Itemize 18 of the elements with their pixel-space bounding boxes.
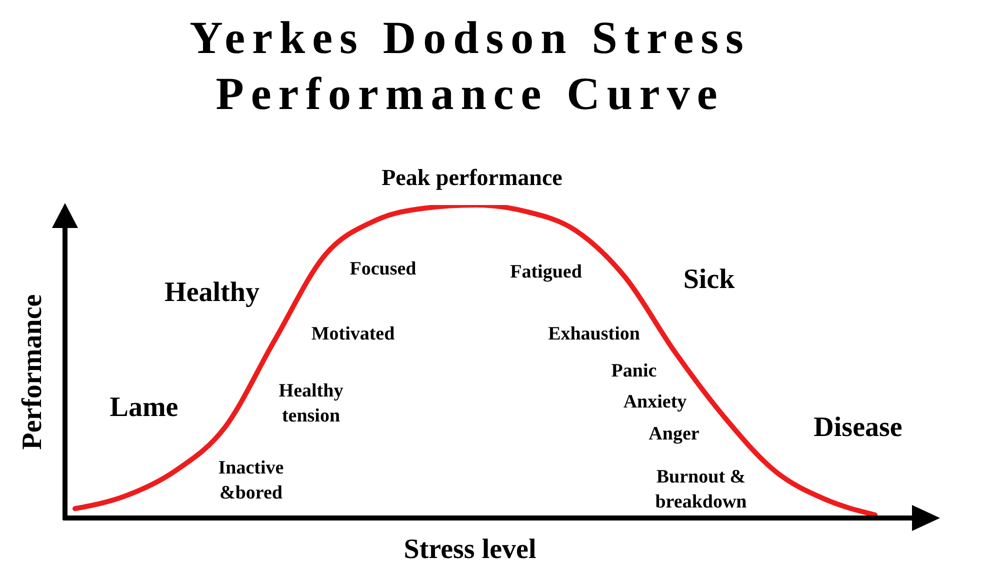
annotation: Anger	[648, 422, 700, 447]
annotation: Motivated	[311, 322, 395, 347]
x-axis-title: Stress level	[404, 534, 536, 566]
annotation: Anxiety	[623, 390, 687, 415]
annotation: Exhaustion	[548, 322, 640, 347]
annotation: Focused	[350, 258, 416, 282]
annotation: Healthy	[164, 276, 260, 310]
annotation: Disease	[814, 410, 902, 445]
annotation: Burnout & breakdown	[655, 465, 747, 514]
annotation: Inactive &bored	[218, 456, 284, 505]
y-axis-title: Performance	[17, 294, 49, 450]
annotation: Lame	[110, 390, 178, 425]
annotation: Sick	[683, 262, 735, 297]
annotation: Panic	[611, 360, 657, 384]
chart-title: Yerkes Dodson Stress Performance Curve	[188, 11, 752, 121]
annotation: Fatigued	[510, 260, 582, 285]
text: Peak performance	[382, 164, 562, 192]
annotation: Healthy tension	[278, 379, 344, 428]
